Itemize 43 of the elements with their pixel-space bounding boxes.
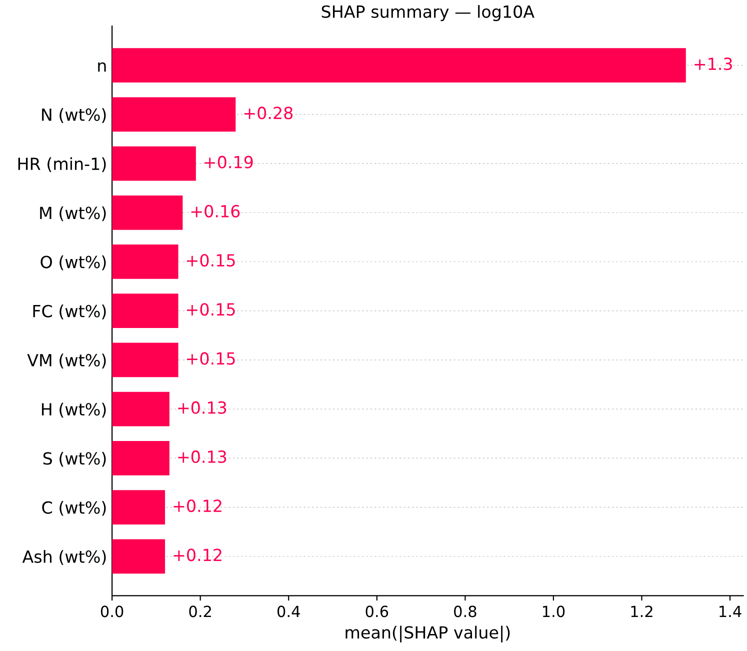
x-axis-title: mean(|SHAP value|) — [346, 626, 510, 642]
data-label: +0.16 — [191, 204, 240, 218]
y-tick-label: M (wt%) — [40, 206, 106, 222]
y-tick-label: VM (wt%) — [27, 354, 106, 368]
bar — [112, 440, 170, 476]
y-tick-label: HR (min-1) — [18, 157, 106, 172]
text: 0.0 — [100, 606, 124, 618]
bar — [112, 244, 178, 279]
bar — [112, 48, 686, 83]
text: 0.8 — [454, 606, 476, 618]
text: 0.4 — [277, 606, 300, 618]
y-tick-label: H (wt%) — [42, 402, 106, 418]
y-tick-label: C (wt%) — [42, 500, 106, 516]
text: 1.2 — [631, 606, 652, 617]
data-label: +0.15 — [186, 303, 235, 316]
y-tick-label: Ash (wt%) — [22, 550, 106, 565]
text: 0.6 — [366, 606, 388, 618]
data-label: +0.15 — [186, 352, 235, 365]
y-tick-label: N (wt%) — [42, 108, 106, 123]
data-label: +0.13 — [178, 401, 226, 414]
bar — [112, 539, 166, 574]
data-label: +0.12 — [174, 548, 222, 562]
y-tick-label: n — [98, 62, 106, 72]
bar — [112, 195, 183, 230]
bar — [112, 294, 178, 328]
y-tick-label: O (wt%) — [40, 255, 106, 270]
chart-title: SHAP summary — log10A — [322, 5, 534, 22]
data-label: +0.19 — [204, 156, 253, 168]
data-label: +0.15 — [186, 254, 235, 267]
text: 1.4 — [720, 606, 742, 617]
data-label: +0.13 — [178, 450, 226, 464]
bar — [112, 342, 178, 378]
bar — [112, 490, 166, 524]
bar — [112, 97, 236, 132]
data-label: +1.3 — [694, 58, 732, 70]
data-label: +0.28 — [244, 106, 293, 120]
y-tick-label: S (wt%) — [43, 452, 106, 467]
bar — [112, 392, 170, 426]
bar — [112, 146, 196, 181]
y-tick-label: FC (wt%) — [33, 304, 106, 320]
data-label: +0.12 — [174, 500, 222, 512]
text: 0.2 — [189, 606, 211, 618]
text: 1.0 — [542, 606, 565, 618]
